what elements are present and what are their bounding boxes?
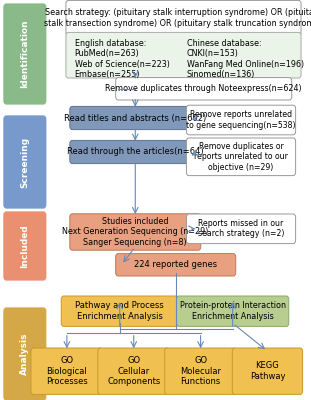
Text: Included: Included — [21, 224, 29, 268]
Text: GO
Cellular
Components: GO Cellular Components — [107, 356, 160, 386]
FancyBboxPatch shape — [165, 348, 236, 394]
Text: Pathway and Process
Enrichment Analysis: Pathway and Process Enrichment Analysis — [75, 302, 164, 321]
FancyBboxPatch shape — [70, 106, 201, 130]
Text: Screening: Screening — [21, 136, 29, 188]
Text: Remove reports unrelated
to gene sequencing(n=538): Remove reports unrelated to gene sequenc… — [186, 110, 296, 130]
Text: Remove duplicates through Noteexpress(n=624): Remove duplicates through Noteexpress(n=… — [105, 84, 302, 93]
Text: Search strategy: (pituitary stalk interruption syndrome) OR (pituitary
stalk tra: Search strategy: (pituitary stalk interr… — [44, 8, 311, 28]
Text: KEGG
Pathway: KEGG Pathway — [250, 362, 285, 381]
Text: Protein-protein Interaction
Enrichment Analysis: Protein-protein Interaction Enrichment A… — [180, 302, 285, 321]
FancyBboxPatch shape — [232, 348, 303, 394]
Text: Studies included
Next Generation Sequencing (n=29)
Sanger Sequencing (n=8): Studies included Next Generation Sequenc… — [62, 217, 208, 247]
FancyBboxPatch shape — [70, 214, 201, 250]
FancyBboxPatch shape — [4, 212, 46, 280]
Text: Remove duplicates or
reports unrelated to our
objective (n=29): Remove duplicates or reports unrelated t… — [194, 142, 288, 172]
FancyBboxPatch shape — [66, 0, 301, 36]
Text: Read titles and abstracts (n=602): Read titles and abstracts (n=602) — [64, 114, 207, 122]
FancyBboxPatch shape — [187, 138, 296, 176]
FancyBboxPatch shape — [187, 214, 296, 244]
Text: English database:
PubMed(n=263)
Web of Science(n=223)
Embase(n=255): English database: PubMed(n=263) Web of S… — [75, 39, 169, 79]
FancyBboxPatch shape — [31, 348, 103, 394]
Text: Identification: Identification — [21, 20, 29, 88]
Text: GO
Molecular
Functions: GO Molecular Functions — [180, 356, 221, 386]
FancyBboxPatch shape — [116, 78, 292, 100]
FancyBboxPatch shape — [187, 105, 296, 135]
Text: 224 reported genes: 224 reported genes — [134, 260, 217, 269]
Text: Read through the articles(n=64): Read through the articles(n=64) — [67, 148, 204, 156]
FancyBboxPatch shape — [4, 116, 46, 208]
FancyBboxPatch shape — [116, 254, 236, 276]
Text: Chinese database:
CNKI(n=153)
WanFang Med Online(n=196)
Sinomed(n=136): Chinese database: CNKI(n=153) WanFang Me… — [187, 39, 304, 79]
FancyBboxPatch shape — [4, 308, 46, 400]
Text: Reports missed in our
search strategy (n=2): Reports missed in our search strategy (n… — [198, 219, 284, 238]
Text: GO
Biological
Processes: GO Biological Processes — [46, 356, 88, 386]
FancyBboxPatch shape — [4, 4, 46, 104]
Text: Analysis: Analysis — [21, 333, 29, 375]
FancyBboxPatch shape — [66, 32, 301, 78]
FancyBboxPatch shape — [70, 140, 201, 164]
FancyBboxPatch shape — [177, 296, 289, 326]
FancyBboxPatch shape — [98, 348, 170, 394]
FancyBboxPatch shape — [61, 296, 178, 326]
